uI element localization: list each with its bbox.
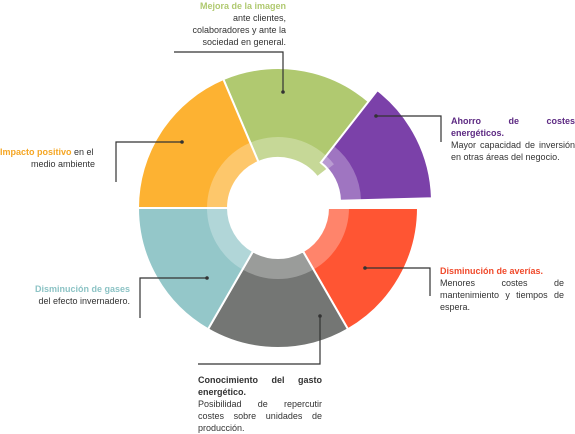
label-conocimiento-gasto-desc: Posibilidad de repercutir costes sobre u… [198, 399, 322, 433]
label-mejora-imagen-line3: sociedad en general. [202, 37, 286, 47]
leader-impacto-positivo-dot [180, 140, 184, 144]
label-mejora-imagen-line1: ante clientes, [232, 13, 286, 23]
label-mejora-imagen: Mejora de la imagen ante clientes, colab… [150, 0, 286, 48]
label-disminucion-averias: Disminución de averías. Menores costes d… [440, 265, 564, 313]
leader-mejora-imagen-dot [281, 90, 285, 94]
leader-ahorro-costes-dot [374, 114, 378, 118]
leader-disminucion-averias-dot [363, 266, 367, 270]
label-disminucion-gases: Disminución de gases del efecto invernad… [0, 283, 130, 307]
segment-disminucion-averias-inner-band [303, 208, 349, 270]
leader-disminucion-averias [365, 267, 431, 296]
leader-ahorro-costes [376, 115, 442, 142]
segment-mejora-imagen-inner-band [250, 136, 334, 178]
label-ahorro-costes-title: Ahorro de costes energéticos. [451, 116, 575, 138]
leader-lines [115, 51, 442, 365]
label-ahorro-costes: Ahorro de costes energéticos. Mayor capa… [451, 115, 575, 163]
label-disminucion-averias-title: Disminución de averías. [440, 266, 544, 276]
leader-disminucion-gases-dot [205, 276, 209, 280]
label-impacto-positivo-rest: en el [71, 147, 94, 157]
label-impacto-positivo: Impacto positivo en el medio ambiente [0, 146, 112, 170]
label-mejora-imagen-title: Mejora de la imagen [199, 1, 286, 11]
donut-segments [136, 67, 433, 349]
label-conocimiento-gasto: Conocimiento del gasto energético. Posib… [198, 374, 322, 434]
label-conocimiento-gasto-title: Conocimiento del gasto energético. [198, 375, 322, 397]
label-impacto-positivo-line2: medio ambiente [31, 159, 96, 169]
label-disminucion-gases-title: Disminución de gases [34, 284, 130, 294]
label-mejora-imagen-line2: colaboradores y ante la [192, 25, 286, 35]
segment-impacto-positivo-inner-band [207, 142, 259, 208]
segment-ahorro-costes [319, 88, 433, 202]
label-disminucion-gases-rest: del efecto invernadero. [38, 296, 130, 306]
segment-conocimiento-gasto-inner-band [242, 251, 314, 279]
label-disminucion-averias-desc: Menores costes de mantenimiento y tiempo… [440, 278, 564, 312]
leader-conocimiento-gasto-dot [318, 314, 322, 318]
leader-conocimiento-gasto [198, 316, 321, 365]
inner-ring [207, 136, 361, 279]
leader-impacto-positivo [115, 141, 182, 182]
segment-ahorro-costes-inner-band [320, 146, 361, 201]
leader-mejora-imagen [174, 51, 284, 92]
leader-disminucion-gases [139, 277, 207, 318]
segment-disminucion-gases-inner-band [207, 208, 253, 270]
label-ahorro-costes-desc: Mayor capacidad de inversión en otras ár… [451, 140, 575, 162]
label-impacto-positivo-title: Impacto positivo [0, 147, 72, 157]
donut-hole [228, 158, 328, 258]
